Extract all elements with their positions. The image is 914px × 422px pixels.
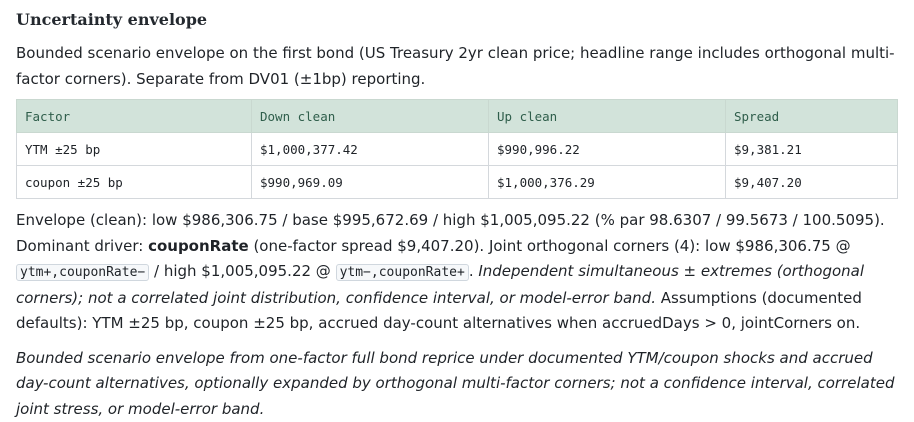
cell-down-clean: $990,969.09 — [252, 166, 489, 199]
intro-text: Bounded scenario envelope on the first b… — [16, 41, 898, 92]
high-corner-code: ytm−,couponRate+ — [336, 264, 469, 281]
cell-factor: YTM ±25 bp — [17, 133, 252, 166]
cell-spread: $9,407.20 — [726, 166, 898, 199]
summary-text: / high $1,005,095.22 @ — [149, 262, 335, 280]
cell-spread: $9,381.21 — [726, 133, 898, 166]
header-spread: Spread — [726, 100, 898, 133]
cell-up-clean: $990,996.22 — [489, 133, 726, 166]
envelope-summary: Envelope (clean): low $986,306.75 / base… — [16, 208, 898, 337]
cell-down-clean: $1,000,377.42 — [252, 133, 489, 166]
table-header-row: Factor Down clean Up clean Spread — [17, 100, 898, 133]
table-row: coupon ±25 bp $990,969.09 $1,000,376.29 … — [17, 166, 898, 199]
header-down-clean: Down clean — [252, 100, 489, 133]
summary-text: . — [469, 262, 479, 280]
cell-factor: coupon ±25 bp — [17, 166, 252, 199]
table-row: YTM ±25 bp $1,000,377.42 $990,996.22 $9,… — [17, 133, 898, 166]
summary-text: (one-factor spread $9,407.20). Joint ort… — [249, 237, 851, 255]
factor-table: Factor Down clean Up clean Spread YTM ±2… — [16, 99, 898, 199]
header-factor: Factor — [17, 100, 252, 133]
cell-up-clean: $1,000,376.29 — [489, 166, 726, 199]
section-title: Uncertainty envelope — [16, 8, 898, 29]
dominant-driver: couponRate — [148, 237, 249, 255]
header-up-clean: Up clean — [489, 100, 726, 133]
low-corner-code: ytm+,couponRate− — [16, 264, 149, 281]
